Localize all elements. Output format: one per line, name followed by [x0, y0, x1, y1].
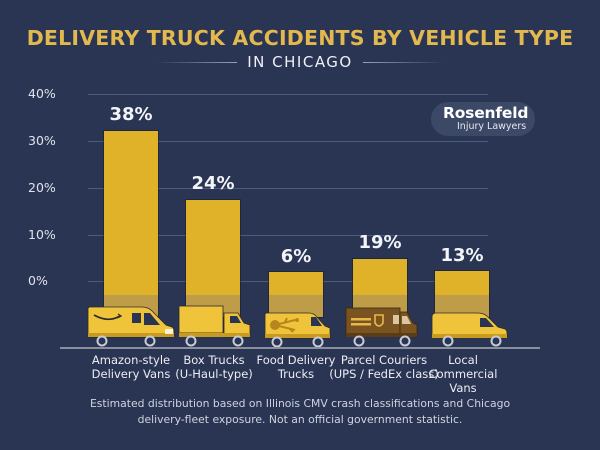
rosenfeld-logo: Rosenfeld Injury Lawyers — [431, 102, 535, 136]
category-label-line: Local — [448, 353, 478, 367]
gridline-10 — [88, 235, 488, 236]
chart-subtitle-row: IN CHICAGO — [0, 52, 600, 72]
subtitle-divider-right — [362, 61, 445, 63]
y-tick-label: 40% — [28, 86, 56, 101]
category-label-line: Vans — [449, 381, 477, 395]
amazon-van-icon — [87, 306, 175, 347]
category-label: Box Trucks (U-Haul-type) — [159, 353, 269, 381]
y-tick-label: 20% — [28, 180, 56, 195]
footnote-line: Estimated distribution based on Illinois… — [89, 397, 511, 410]
bar-box-trucks — [186, 200, 240, 317]
subtitle-divider-left — [155, 61, 238, 63]
y-tick-label: 10% — [28, 227, 56, 242]
bar-value-label: 6% — [280, 246, 312, 267]
category-label: Food Delivery Trucks — [241, 353, 351, 381]
footnote-line: delivery-fleet exposure. Not an official… — [137, 413, 463, 426]
category-label: Local Commercial Vans — [418, 353, 508, 395]
chart-title: DELIVERY TRUCK ACCIDENTS BY VEHICLE TYPE — [26, 26, 574, 50]
logo-name: Rosenfeld — [443, 104, 529, 122]
bar-value-label: 24% — [191, 173, 235, 194]
bar-local-vans — [435, 271, 489, 317]
parcel-truck-icon — [345, 307, 418, 347]
category-label-line: Trucks — [277, 367, 315, 381]
category-label-line: Box Trucks — [183, 353, 245, 367]
gridline-40 — [88, 94, 488, 95]
y-tick-label: 0% — [28, 273, 48, 288]
x-axis-baseline — [60, 347, 540, 349]
bar-food-trucks — [269, 272, 323, 317]
category-label-line: (UPS / FedEx class) — [329, 367, 439, 381]
category-label-line: Amazon-style — [91, 353, 171, 367]
category-label: Parcel Couriers (UPS / FedEx class) — [326, 353, 442, 381]
category-label-line: Food Delivery — [256, 353, 336, 367]
category-label: Amazon-style Delivery Vans — [76, 353, 186, 381]
food-truck-icon — [264, 312, 331, 348]
category-label-line: Delivery Vans — [91, 367, 171, 381]
gridline-30 — [88, 141, 488, 142]
cargo-van-icon — [431, 312, 508, 347]
box-truck-icon — [178, 305, 251, 347]
bar-amazon-vans — [104, 131, 158, 317]
chart-subtitle: IN CHICAGO — [247, 53, 353, 71]
category-label-line: Parcel Couriers — [340, 353, 428, 367]
footnote: Estimated distribution based on Illinois… — [0, 396, 600, 428]
bar-value-label: 38% — [109, 104, 153, 125]
logo-tagline: Injury Lawyers — [457, 121, 527, 132]
y-tick-label: 30% — [28, 133, 56, 148]
bar-value-label: 19% — [358, 232, 402, 253]
category-label-line: Commercial — [428, 367, 498, 381]
gridline-20 — [88, 188, 488, 189]
category-label-line: (U-Haul-type) — [175, 367, 253, 381]
bar-value-label: 13% — [440, 245, 484, 266]
